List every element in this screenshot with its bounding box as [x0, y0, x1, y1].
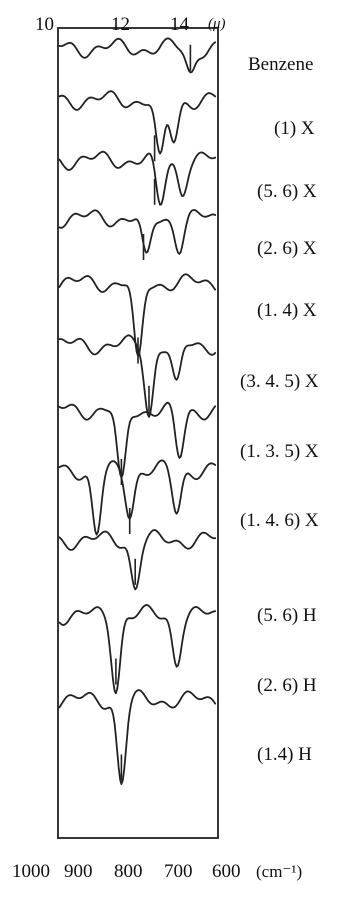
series-label: (5. 6) X	[257, 181, 317, 202]
bottom-axis-unit: (cm⁻¹)	[256, 862, 302, 881]
spectrum-trace	[58, 334, 217, 418]
series-label: (5. 6) H	[257, 605, 317, 626]
top-tick-10: 10	[35, 14, 54, 35]
series-label: Benzene	[248, 54, 313, 75]
top-tick-12: 12	[111, 14, 130, 35]
spectrum-trace	[58, 90, 217, 155]
series-label: (1.4) H	[257, 744, 312, 765]
series-labels: Benzene (1) X (5. 6) X (2. 6) X (1. 4) X (3. …	[240, 54, 319, 765]
series-label: (1. 3. 5) X	[240, 441, 319, 462]
bottom-tick-900: 900	[64, 861, 93, 882]
top-axis: 10 12 14 (μ)	[35, 14, 226, 35]
spectrum-trace	[58, 529, 217, 591]
spectrum-trace	[58, 37, 217, 74]
bottom-tick-600: 600	[212, 861, 241, 882]
bottom-tick-700: 700	[164, 861, 193, 882]
top-axis-unit: (μ)	[208, 16, 226, 32]
series-label: (3. 4. 5) X	[240, 371, 319, 392]
spectrum-trace	[58, 209, 217, 255]
bottom-tick-800: 800	[114, 861, 143, 882]
bottom-tick-1000: 1000	[12, 861, 50, 882]
plot-frame	[57, 27, 219, 839]
top-tick-14: 14	[170, 14, 190, 35]
spectrum-trace	[58, 401, 217, 479]
spectra-traces	[58, 37, 217, 785]
series-label: (1. 4. 6) X	[240, 510, 319, 531]
spectrum-trace	[58, 604, 217, 695]
spectrum-trace	[58, 150, 217, 206]
series-label: (1. 4) X	[257, 300, 317, 321]
series-label: (2. 6) H	[257, 675, 317, 696]
bottom-axis: 1000 900 800 700 600 (cm⁻¹)	[12, 861, 302, 882]
spectrum-trace	[58, 459, 217, 536]
series-label: (1) X	[274, 118, 315, 139]
spectrum-trace	[58, 689, 217, 785]
series-label: (2. 6) X	[257, 238, 317, 259]
